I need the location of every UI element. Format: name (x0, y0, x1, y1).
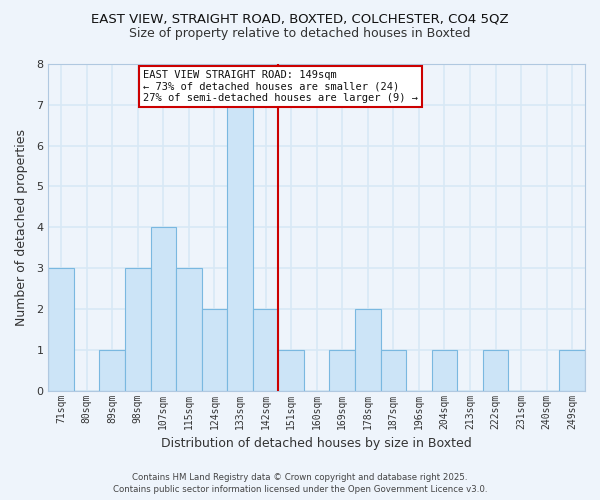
Y-axis label: Number of detached properties: Number of detached properties (15, 129, 28, 326)
Bar (278, 350, 304, 391)
Bar (125, 268, 151, 390)
Bar (100, 350, 125, 391)
Text: Contains HM Land Registry data © Crown copyright and database right 2025.
Contai: Contains HM Land Registry data © Crown c… (113, 472, 487, 494)
X-axis label: Distribution of detached houses by size in Boxted: Distribution of detached houses by size … (161, 437, 472, 450)
Bar (176, 268, 202, 390)
Bar (227, 105, 253, 391)
Bar (49, 268, 74, 390)
Text: EAST VIEW STRAIGHT ROAD: 149sqm
← 73% of detached houses are smaller (24)
27% of: EAST VIEW STRAIGHT ROAD: 149sqm ← 73% of… (143, 70, 418, 103)
Text: EAST VIEW, STRAIGHT ROAD, BOXTED, COLCHESTER, CO4 5QZ: EAST VIEW, STRAIGHT ROAD, BOXTED, COLCHE… (91, 12, 509, 26)
Bar (431, 350, 457, 391)
Bar (253, 309, 278, 390)
Bar (355, 309, 380, 390)
Bar (151, 228, 176, 390)
Bar (483, 350, 508, 391)
Bar (329, 350, 355, 391)
Bar (202, 309, 227, 390)
Bar (559, 350, 585, 391)
Text: Size of property relative to detached houses in Boxted: Size of property relative to detached ho… (129, 28, 471, 40)
Bar (380, 350, 406, 391)
